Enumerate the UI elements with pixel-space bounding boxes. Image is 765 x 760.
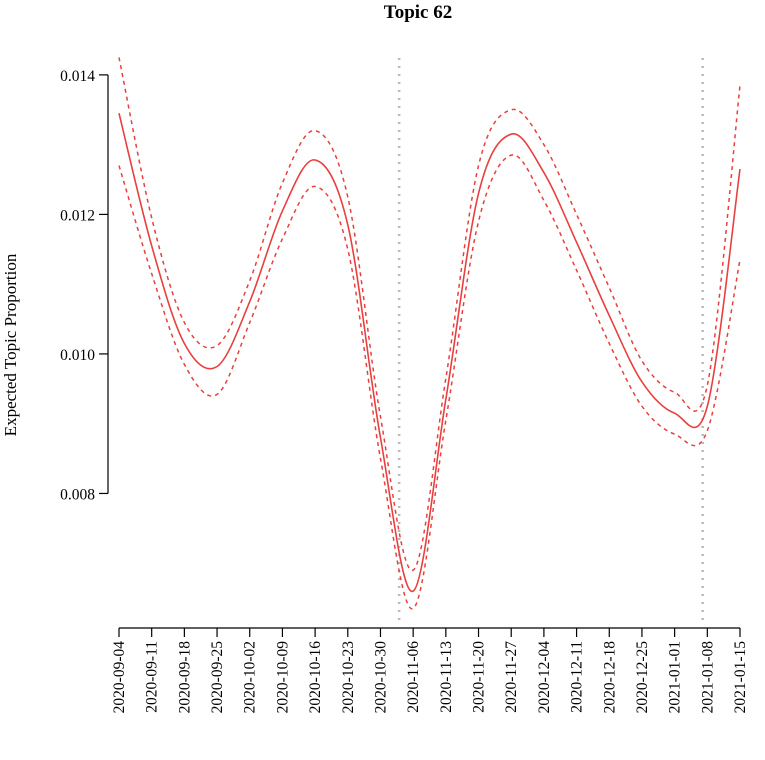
y-axis-label: Expected Topic Proportion	[1, 253, 20, 436]
x-tick-label: 2020-10-02	[242, 641, 259, 713]
x-tick-label: 2020-11-06	[405, 641, 422, 713]
x-tick-label: 2020-09-04	[111, 641, 128, 714]
x-tick-label: 2020-12-25	[634, 641, 651, 714]
chart-title: Topic 62	[384, 2, 452, 23]
x-tick-label: 2020-09-11	[144, 641, 161, 713]
x-tick-label: 2020-10-09	[274, 641, 291, 714]
x-tick-label: 2020-10-16	[307, 641, 324, 714]
y-tick-label: 0.008	[60, 486, 95, 503]
fit-line	[118, 113, 741, 592]
y-tick-label: 0.012	[60, 207, 95, 224]
x-tick-label: 2020-11-27	[503, 641, 520, 713]
x-tick-label: 2021-01-01	[667, 641, 684, 713]
x-tick-label: 2020-12-11	[569, 641, 586, 713]
x-tick-label: 2020-12-04	[536, 641, 553, 714]
x-tick-label: 2020-11-13	[438, 641, 455, 713]
x-tick-label: 2020-09-25	[209, 641, 226, 714]
x-tick-label: 2021-01-08	[699, 641, 716, 714]
x-tick-label: 2021-01-15	[732, 641, 749, 714]
x-tick-label: 2020-10-30	[372, 641, 389, 714]
y-tick-label: 0.010	[60, 347, 95, 364]
y-tick-label: 0.014	[60, 68, 95, 85]
plot-area: 0.008 0.010 0.012 0.014 2020-09-04 2020-09-11…	[60, 57, 749, 713]
x-tick-label: 2020-11-20	[471, 641, 488, 713]
x-tick-label: 2020-09-18	[176, 641, 193, 714]
lower-bound-line	[118, 154, 741, 610]
x-tick-label: 2020-12-18	[601, 641, 618, 714]
upper-bound-line	[118, 57, 741, 571]
x-tick-label: 2020-10-23	[340, 641, 357, 714]
